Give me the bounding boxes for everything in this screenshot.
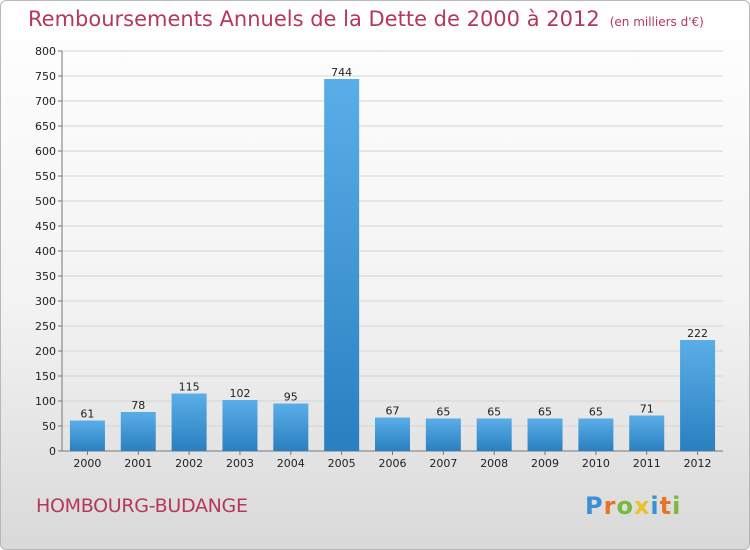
bar-2009 (527, 418, 563, 451)
bar-2006 (375, 417, 410, 451)
grid-layer (62, 50, 723, 452)
data-label: 67 (386, 405, 400, 418)
bar-2001 (120, 412, 156, 451)
data-label: 65 (436, 406, 450, 419)
bar-2008 (476, 418, 512, 451)
bar-2000 (69, 420, 105, 451)
title-row: Remboursements Annuels de la Dette de 20… (28, 7, 704, 31)
chart-title: Remboursements Annuels de la Dette de 20… (28, 7, 600, 31)
logo-letter: r (603, 492, 617, 520)
bar-2002 (171, 393, 207, 451)
data-label: 115 (179, 381, 200, 394)
data-label: 222 (687, 327, 708, 340)
bar-layer (69, 79, 716, 451)
data-label: 744 (331, 66, 352, 79)
bar-2007 (425, 418, 461, 451)
axis-layer: 0 50 100 150 200 250 300 350 400 450 500 550 600 650 7… (35, 45, 723, 470)
data-label: 65 (487, 406, 501, 419)
x-tick-label: 2007 (429, 457, 457, 470)
y-tick-label: 400 (35, 245, 56, 258)
bar-2012 (680, 340, 716, 451)
y-tick-label: 300 (35, 295, 56, 308)
y-tick-label: 200 (35, 345, 56, 358)
y-tick-label: 100 (35, 395, 56, 408)
data-label: 65 (589, 406, 603, 419)
x-tick-label: 2009 (531, 457, 559, 470)
x-tick-label: 2006 (379, 457, 407, 470)
y-tick-label: 50 (42, 420, 56, 433)
x-tick-label: 2001 (124, 457, 152, 470)
data-label: 65 (538, 406, 552, 419)
y-tick-label: 600 (35, 145, 56, 158)
data-label: 61 (80, 408, 94, 421)
chart-subtitle: (en milliers d'€) (609, 15, 704, 29)
data-label: 95 (284, 391, 298, 404)
y-tick-label: 500 (35, 195, 56, 208)
x-tick-label: 2005 (328, 457, 356, 470)
label-layer: 61 78 115 102 95 744 67 65 65 65 65 71 222 (80, 66, 708, 421)
x-tick-label: 2000 (73, 457, 101, 470)
logo-letter: x (633, 492, 651, 520)
logo-letter: o (616, 492, 634, 520)
place-name: HOMBOURG-BUDANGE (36, 495, 248, 517)
proxiti-logo: Proxiti (585, 492, 681, 520)
bar-2003 (222, 400, 258, 451)
y-tick-label: 700 (35, 95, 56, 108)
data-label: 71 (640, 403, 654, 416)
y-tick-label: 750 (35, 70, 56, 83)
y-tick-label: 250 (35, 320, 56, 333)
y-tick-label: 150 (35, 370, 56, 383)
bar-2005 (324, 79, 360, 451)
logo-letter: P (585, 492, 604, 520)
data-label: 78 (131, 399, 145, 412)
logo-letter: t (659, 492, 673, 520)
x-tick-label: 2008 (480, 457, 508, 470)
y-tick-label: 350 (35, 270, 56, 283)
y-tick-label: 650 (35, 120, 56, 133)
logo-letter: i (650, 492, 660, 520)
x-tick-label: 2004 (277, 457, 305, 470)
x-tick-label: 2003 (226, 457, 254, 470)
x-tick-label: 2002 (175, 457, 203, 470)
y-tick-label: 800 (35, 45, 56, 58)
data-label: 102 (229, 387, 250, 400)
x-tick-label: 2011 (633, 457, 661, 470)
bar-2004 (273, 403, 309, 451)
y-tick-label: 550 (35, 170, 56, 183)
x-tick-label: 2010 (582, 457, 610, 470)
bar-2010 (578, 418, 614, 451)
x-tick-label: 2012 (684, 457, 712, 470)
y-tick-label: 450 (35, 220, 56, 233)
y-tick-label: 0 (49, 445, 56, 458)
logo-letter: i (672, 492, 682, 520)
bar-2011 (629, 415, 665, 451)
